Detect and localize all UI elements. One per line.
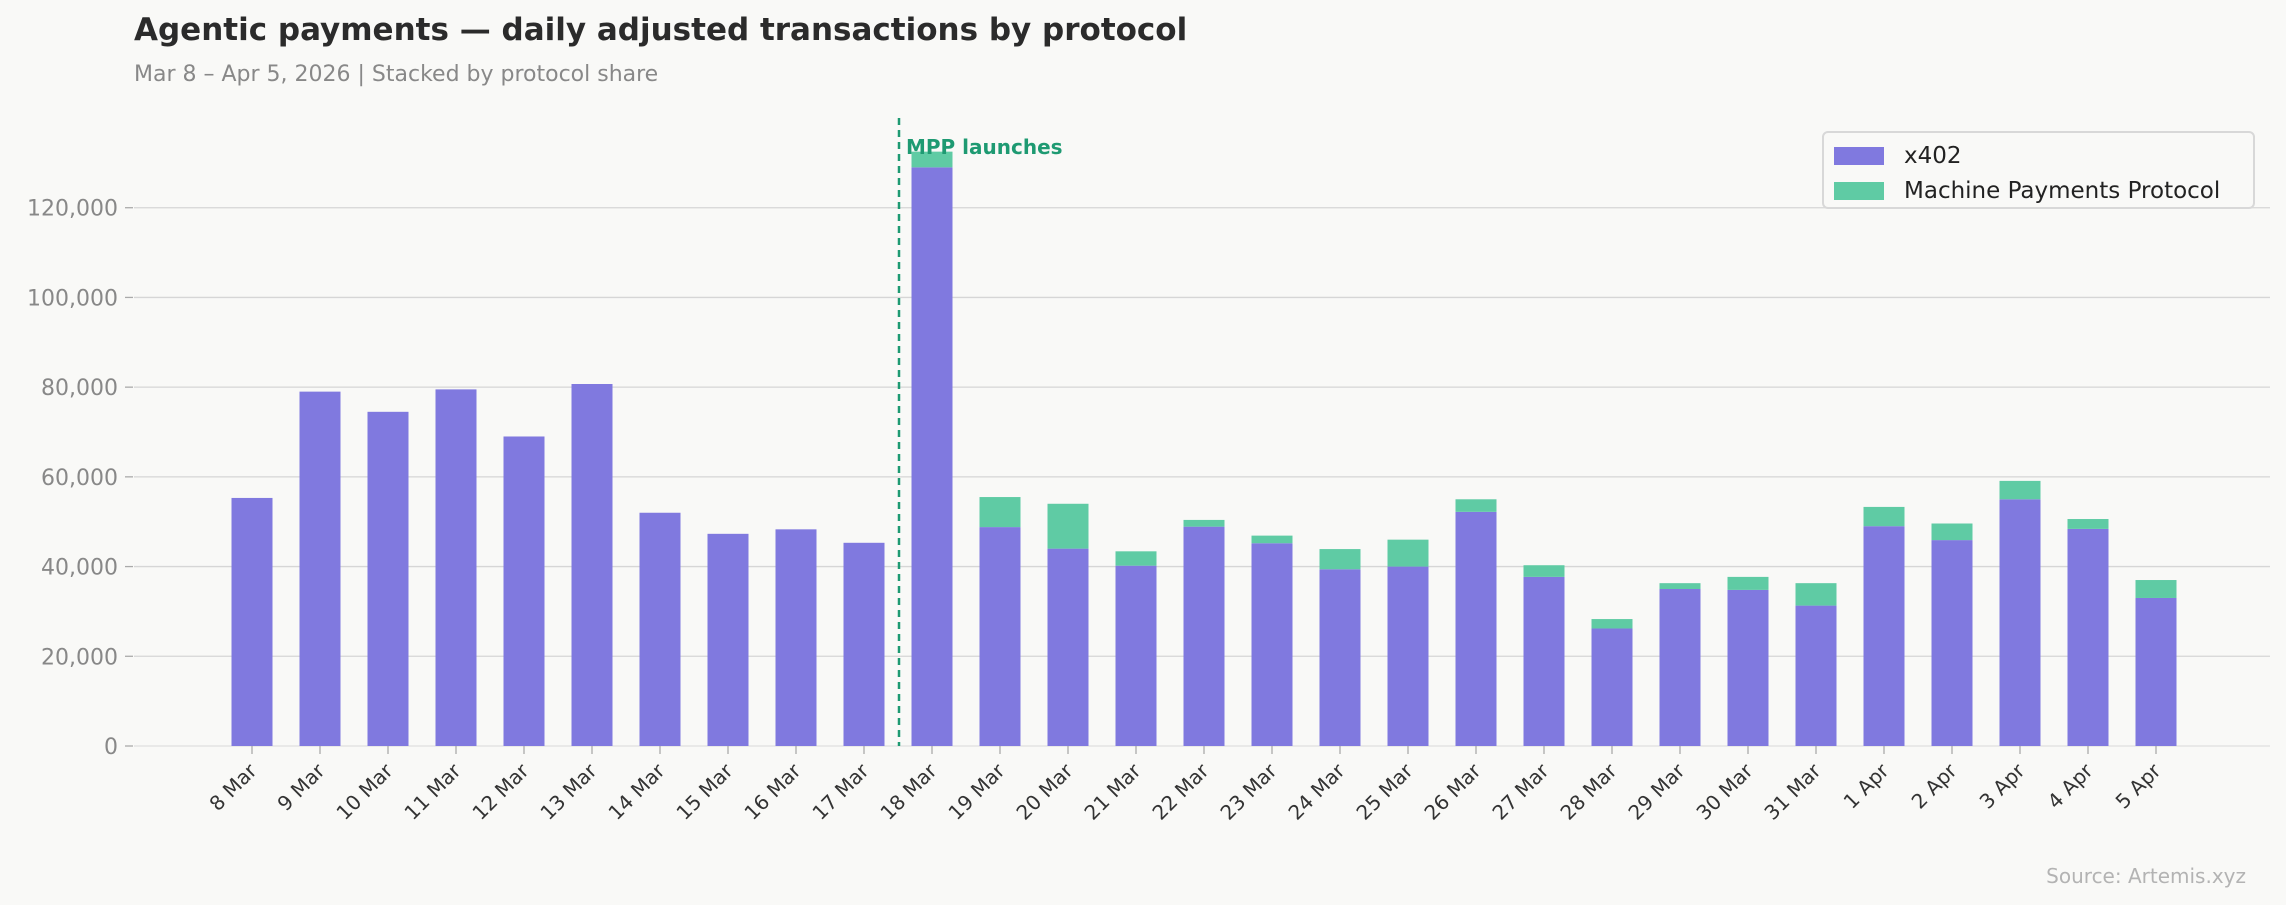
bar-x402 (1863, 526, 1905, 746)
x-tick-label: 3 Apr (1975, 758, 2030, 813)
chart-subtitle: Mar 8 – Apr 5, 2026 | Stacked by protoco… (134, 62, 659, 87)
bar-x402 (1115, 565, 1157, 746)
x-tick-label: 18 Mar (875, 758, 942, 825)
bar-x402 (503, 436, 545, 746)
bar-mpp (1387, 539, 1429, 567)
legend: x402 Machine Payments Protocol (1822, 131, 2255, 209)
bar-mpp (1115, 551, 1157, 566)
x-tick-label: 22 Mar (1147, 758, 1214, 825)
x-tick-label: 4 Apr (2043, 758, 2098, 813)
bar-x402 (1523, 576, 1565, 746)
bar-mpp (1251, 535, 1293, 544)
x-tick-label: 10 Mar (331, 758, 398, 825)
x-tick-label: 15 Mar (671, 758, 738, 825)
bar-x402 (1727, 589, 1769, 746)
y-tick-label: 80,000 (41, 376, 118, 401)
x-tick-label: 24 Mar (1283, 758, 1350, 825)
x-tick-label: 30 Mar (1691, 758, 1758, 825)
bar-x402 (435, 389, 477, 746)
bar-x402 (639, 512, 681, 746)
bar-mpp (1795, 583, 1837, 606)
bar-x402 (2067, 528, 2109, 746)
x-tick-label: 1 Apr (1839, 758, 1894, 813)
bar-mpp (1863, 506, 1905, 527)
bar-mpp (979, 497, 1021, 528)
bar-mpp (1591, 619, 1633, 629)
bar-mpp (1931, 523, 1973, 541)
x-tick-label: 20 Mar (1011, 758, 1078, 825)
x-tick-label: 11 Mar (399, 758, 466, 825)
x-tick-label: 9 Mar (272, 758, 330, 816)
bar-mpp (1183, 519, 1225, 527)
x-tick-label: 17 Mar (807, 758, 874, 825)
bar-mpp (1999, 480, 2041, 500)
bar-mpp (911, 151, 953, 168)
bar-mpp (1455, 499, 1497, 512)
bar-mpp (2067, 519, 2109, 529)
x-tick-label: 25 Mar (1351, 758, 1418, 825)
x-tick-label: 21 Mar (1079, 758, 1146, 825)
bar-x402 (775, 529, 817, 746)
bar-mpp (2135, 580, 2177, 598)
bar-x402 (1659, 589, 1701, 746)
bar-x402 (843, 542, 885, 746)
x-tick-label: 2 Apr (1907, 758, 1962, 813)
legend-item-mpp: Machine Payments Protocol (1834, 176, 2220, 206)
bar-x402 (1591, 628, 1633, 746)
legend-label-x402: x402 (1904, 143, 1962, 169)
x-tick-label: 26 Mar (1419, 758, 1486, 825)
x-tick-label: 29 Mar (1623, 758, 1690, 825)
x-tick-label: 16 Mar (739, 758, 806, 825)
y-tick-label: 40,000 (41, 556, 118, 581)
bar-x402 (1319, 569, 1361, 746)
bar-x402 (911, 167, 953, 747)
bar-x402 (1455, 511, 1497, 746)
y-tick-label: 20,000 (41, 645, 118, 670)
bar-x402 (1251, 543, 1293, 746)
bar-mpp (1319, 549, 1361, 570)
x-tick-label: 23 Mar (1215, 758, 1282, 825)
legend-item-x402: x402 (1834, 141, 1962, 171)
y-tick-label: 0 (104, 735, 118, 760)
bar-x402 (1931, 540, 1973, 746)
bar-x402 (1183, 526, 1225, 746)
x-tick-label: 14 Mar (603, 758, 670, 825)
bar-x402 (1047, 548, 1089, 746)
legend-swatch-x402 (1834, 147, 1884, 165)
chart-title: Agentic payments — daily adjusted transa… (134, 12, 1188, 48)
annotation-layer: MPP launches (897, 118, 1063, 746)
y-tick-label: 120,000 (27, 197, 118, 222)
y-tick-label: 100,000 (27, 286, 118, 311)
x-tick-label: 5 Apr (2111, 758, 2166, 813)
bar-x402 (1795, 605, 1837, 746)
y-tick-label: 60,000 (41, 466, 118, 491)
legend-swatch-mpp (1834, 182, 1884, 200)
x-tick-label: 13 Mar (535, 758, 602, 825)
bar-x402 (1999, 499, 2041, 746)
bar-mpp (1659, 583, 1701, 589)
bar-mpp (1523, 565, 1565, 577)
legend-label-mpp: Machine Payments Protocol (1904, 178, 2221, 204)
bar-x402 (367, 411, 409, 746)
x-tick-label: 31 Mar (1759, 758, 1826, 825)
bar-x402 (979, 527, 1021, 746)
bar-x402 (707, 533, 749, 746)
x-tick-label: 19 Mar (943, 758, 1010, 825)
bar-mpp (1047, 503, 1089, 549)
bar-x402 (299, 391, 341, 746)
x-tick-label: 28 Mar (1555, 758, 1622, 825)
x-tick-label: 27 Mar (1487, 758, 1554, 825)
bar-layer (231, 151, 2177, 747)
bar-x402 (571, 384, 613, 746)
bar-x402 (2135, 597, 2177, 746)
bar-mpp (1727, 576, 1769, 590)
source-note: Source: Artemis.xyz (2046, 864, 2246, 888)
axis-layer: 0 20,000 40,000 60,000 80,000 100,000 120,000 8… (27, 197, 2166, 825)
bar-x402 (231, 497, 273, 746)
bar-x402 (1387, 566, 1429, 746)
annotation-label: MPP launches (906, 135, 1063, 159)
x-tick-label: 8 Mar (204, 758, 262, 816)
x-tick-label: 12 Mar (467, 758, 534, 825)
